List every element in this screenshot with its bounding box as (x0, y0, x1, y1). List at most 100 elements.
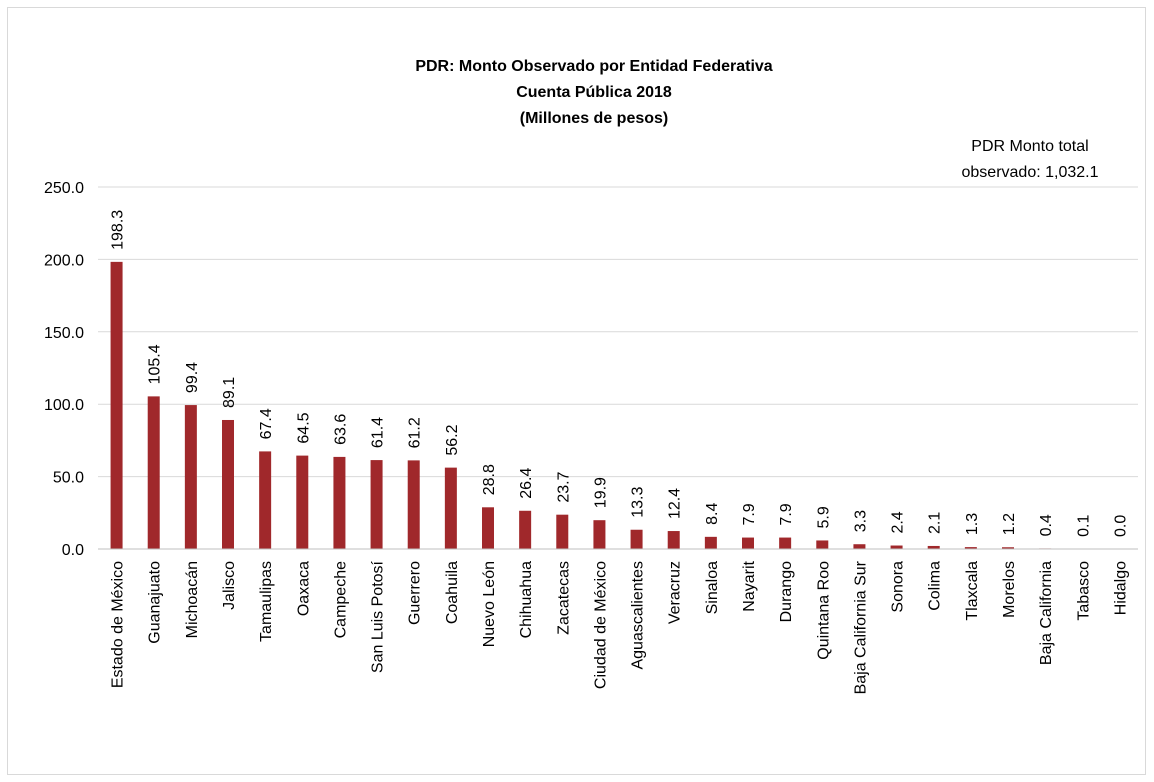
data-label: 105.4 (147, 344, 164, 384)
data-label: 0.4 (1038, 514, 1055, 536)
category-label: Tabasco (1075, 561, 1092, 621)
grid-lines (98, 186, 1138, 478)
bar (222, 419, 234, 549)
category-label: Aguascalientes (630, 561, 647, 670)
data-label: 2.1 (927, 512, 944, 534)
bar (816, 540, 829, 549)
data-label: 0.0 (1112, 515, 1129, 537)
category-label: Zacatecas (555, 561, 572, 635)
total-annotation-line-2: observado: 1,032.1 (962, 164, 1099, 181)
category-labels: Estado de México Guanajuato Michoacán Jalis… (110, 560, 1130, 694)
bars (110, 261, 1089, 549)
bar (147, 396, 160, 549)
data-label: 8.4 (704, 502, 721, 524)
category-label: Nayarit (741, 560, 758, 611)
total-annotation: PDR Monto total observado: 1,032.1 (962, 138, 1099, 181)
category-label: Jalisco (221, 561, 238, 610)
chart-title-line-2: Cuenta Pública 2018 (516, 84, 672, 101)
bar (779, 537, 792, 549)
chart-frame (7, 7, 1146, 775)
category-label: Oaxaca (295, 561, 312, 616)
data-label: 56.2 (444, 424, 461, 455)
data-label: 64.5 (295, 412, 312, 443)
bar (667, 531, 680, 549)
category-label: Quintana Roo (815, 561, 832, 660)
category-label: Veracruz (667, 561, 684, 624)
data-label: 3.3 (852, 510, 869, 532)
bar (704, 536, 717, 549)
y-tick-label: 0.0 (62, 542, 84, 559)
bar (630, 529, 643, 549)
category-label: Hidalgo (1112, 561, 1129, 615)
data-label: 23.7 (555, 471, 572, 502)
category-label: Guanajuato (147, 561, 164, 644)
bar (519, 510, 532, 549)
data-label: 89.1 (221, 377, 238, 408)
data-label: 5.9 (815, 506, 832, 528)
bar (853, 544, 866, 549)
category-label: Michoacán (184, 561, 201, 638)
category-label: San Luis Potosí (370, 560, 387, 673)
category-label: Chihuahua (518, 561, 535, 639)
bar (964, 547, 977, 549)
category-label: Tamaulipas (258, 561, 275, 642)
bar (110, 261, 123, 549)
category-label: Baja California Sur (852, 560, 869, 694)
category-label: Colima (927, 561, 944, 611)
data-label: 61.2 (407, 417, 424, 448)
data-label: 28.8 (481, 464, 498, 495)
category-label: Tlaxcala (964, 561, 981, 621)
data-label: 7.9 (741, 503, 758, 525)
data-label: 0.1 (1075, 515, 1092, 537)
bar (407, 460, 420, 549)
category-label: Estado de México (110, 561, 127, 688)
bar (1002, 547, 1014, 549)
bar (890, 545, 903, 549)
data-label: 99.4 (184, 362, 201, 393)
bar (927, 545, 940, 549)
data-label: 26.4 (518, 468, 535, 499)
bar (370, 460, 383, 549)
data-label: 63.6 (332, 414, 349, 445)
y-tick-label: 200.0 (44, 252, 84, 269)
data-label: 19.9 (592, 477, 609, 508)
y-axis-ticks: 0.0 50.0 100.0 150.0 200.0 250.0 (44, 180, 84, 559)
category-label: Coahuila (444, 561, 461, 624)
category-label: Sonora (890, 561, 907, 613)
data-labels: 198.3 105.4 99.4 89.1 67.4 64.5 63.6 61.4 61.2 56… (110, 210, 1130, 537)
data-label: 1.2 (1001, 513, 1018, 535)
y-tick-label: 250.0 (44, 180, 84, 197)
data-label: 12.4 (667, 488, 684, 519)
chart-title-line-3: (Millones de pesos) (520, 110, 668, 127)
data-label: 61.4 (370, 417, 387, 448)
bar (184, 405, 197, 549)
category-label: Guerrero (407, 561, 424, 625)
category-label: Morelos (1001, 561, 1018, 618)
data-label: 198.3 (110, 210, 127, 250)
total-annotation-line-1: PDR Monto total (971, 138, 1088, 155)
category-label: Durango (778, 561, 795, 622)
category-label: Sinaloa (704, 561, 721, 614)
data-label: 1.3 (964, 513, 981, 535)
chart-title-line-1: PDR: Monto Observado por Entidad Federat… (415, 58, 772, 75)
bar (742, 537, 754, 549)
category-label: Ciudad de México (592, 561, 609, 689)
y-tick-label: 150.0 (44, 325, 84, 342)
bar (482, 507, 494, 549)
y-tick-label: 100.0 (44, 397, 84, 414)
bar (333, 456, 346, 549)
category-label: Baja California (1038, 561, 1055, 665)
bar (593, 520, 606, 549)
bar (259, 451, 272, 549)
data-label: 7.9 (778, 503, 795, 525)
bar (296, 455, 309, 549)
bar (444, 467, 457, 549)
category-label: Nuevo León (481, 561, 498, 647)
data-label: 67.4 (258, 408, 275, 439)
data-label: 13.3 (630, 486, 647, 517)
chart-title: PDR: Monto Observado por Entidad Federat… (415, 58, 772, 127)
category-label: Campeche (332, 561, 349, 638)
y-tick-label: 50.0 (53, 470, 84, 487)
bar (556, 514, 569, 549)
